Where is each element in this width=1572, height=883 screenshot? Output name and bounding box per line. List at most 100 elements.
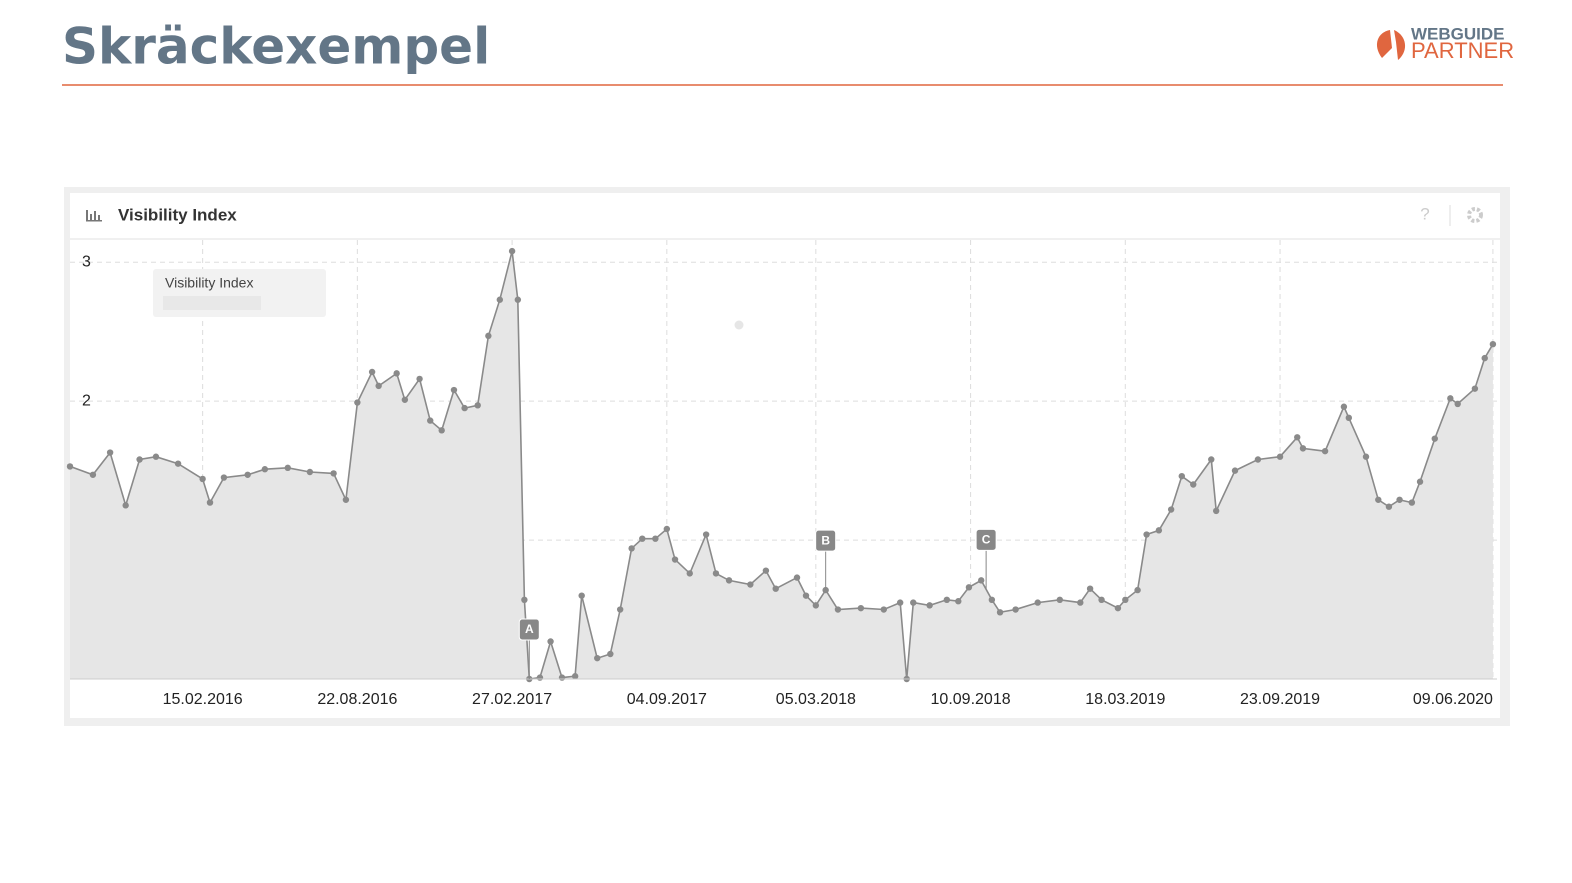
point xyxy=(652,535,659,542)
point xyxy=(702,531,710,538)
point xyxy=(686,570,693,577)
point xyxy=(1416,478,1424,485)
point xyxy=(136,456,143,463)
logo-text: WEBGUIDE xyxy=(1411,24,1505,43)
line xyxy=(69,250,1494,680)
point xyxy=(461,404,468,412)
point xyxy=(427,417,434,424)
annotation-label: B xyxy=(821,533,830,547)
point xyxy=(1122,596,1129,604)
point xyxy=(616,606,624,613)
point xyxy=(1134,586,1141,594)
point xyxy=(152,453,160,460)
point xyxy=(1114,604,1122,612)
point xyxy=(474,402,481,409)
point xyxy=(401,396,409,403)
cursor-dot xyxy=(734,320,744,330)
point xyxy=(578,592,585,599)
point xyxy=(639,535,646,542)
point xyxy=(955,598,962,605)
point xyxy=(793,574,801,581)
annotation-label: C xyxy=(982,533,991,547)
point xyxy=(306,468,314,476)
point xyxy=(1408,499,1416,506)
point xyxy=(284,464,291,472)
point xyxy=(1321,447,1329,455)
point xyxy=(450,386,458,394)
point xyxy=(438,427,445,434)
point xyxy=(772,585,779,592)
point xyxy=(812,602,820,609)
point xyxy=(1167,506,1175,513)
legend-swatch xyxy=(163,296,261,310)
point xyxy=(106,449,114,456)
point xyxy=(671,556,679,563)
x-tick-label: 04.09.2017 xyxy=(627,691,707,708)
point xyxy=(1385,503,1393,510)
point xyxy=(514,296,522,303)
x-tick-label: 27.02.2017 xyxy=(472,691,552,708)
point xyxy=(926,602,933,609)
point xyxy=(521,596,528,604)
point xyxy=(1231,467,1239,474)
point xyxy=(1375,496,1382,503)
logo-mark xyxy=(1394,30,1406,60)
annotation-label: A xyxy=(525,622,534,636)
point xyxy=(1276,453,1284,460)
point xyxy=(910,599,917,606)
x-tick-label: 23.09.2019 xyxy=(1240,691,1320,708)
point xyxy=(1471,385,1479,392)
point xyxy=(1077,599,1084,606)
x-tick-label: 18.03.2019 xyxy=(1085,691,1165,708)
point xyxy=(1345,414,1353,422)
point xyxy=(89,471,97,478)
point xyxy=(1178,472,1185,480)
annotation-flag xyxy=(975,528,997,551)
point xyxy=(342,496,350,503)
y-tick-label: 2 xyxy=(82,392,91,409)
point xyxy=(547,638,554,645)
point xyxy=(375,382,382,390)
point xyxy=(996,609,1004,616)
point xyxy=(206,499,214,506)
point xyxy=(725,577,733,584)
point xyxy=(747,581,754,588)
point xyxy=(1481,354,1488,362)
point xyxy=(1489,340,1497,348)
point xyxy=(1034,599,1041,606)
point xyxy=(1454,400,1461,408)
point xyxy=(199,475,206,483)
point xyxy=(1362,453,1370,460)
point xyxy=(1056,596,1064,604)
legend-label: Visibility Index xyxy=(165,275,253,291)
point xyxy=(802,592,810,599)
point xyxy=(354,399,361,406)
point xyxy=(1294,434,1301,441)
point xyxy=(965,584,973,591)
point xyxy=(536,674,544,681)
point xyxy=(261,466,269,473)
annotation-flag xyxy=(815,529,837,552)
point xyxy=(943,596,951,604)
point xyxy=(1190,481,1197,488)
help-icon[interactable]: ? xyxy=(1420,204,1429,223)
point xyxy=(1086,585,1094,592)
area xyxy=(70,251,1493,679)
x-tick-label: 05.03.2018 xyxy=(776,691,856,708)
x-tick-label: 15.02.2016 xyxy=(163,691,243,708)
y-tick-label: 3 xyxy=(82,253,91,270)
point xyxy=(1431,435,1438,442)
point xyxy=(1208,456,1215,463)
chart-icon xyxy=(86,210,102,222)
point xyxy=(857,604,865,612)
x-tick-label: 09.06.2020 xyxy=(1413,691,1493,708)
point xyxy=(896,599,904,606)
point xyxy=(1447,395,1454,402)
settings-icon[interactable] xyxy=(1467,207,1483,223)
point xyxy=(1212,507,1220,515)
point xyxy=(1299,445,1307,452)
point xyxy=(988,596,996,604)
slide-title: Skräckexempel xyxy=(62,18,490,76)
